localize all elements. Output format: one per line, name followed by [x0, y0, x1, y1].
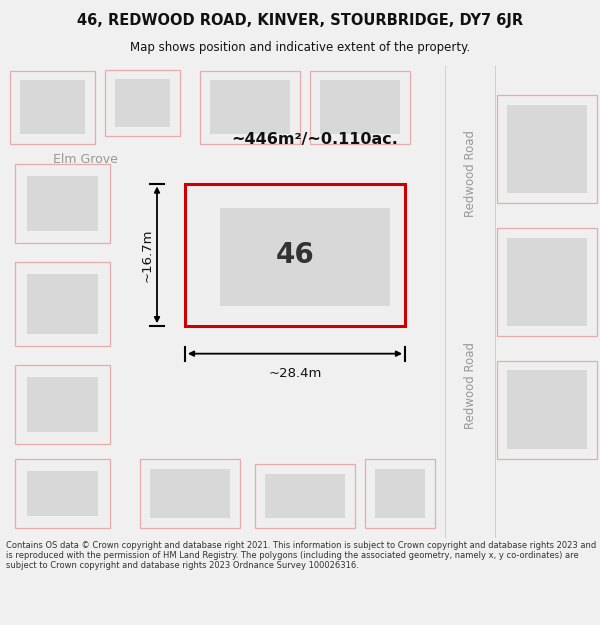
- Bar: [20, 81, 85, 134]
- Bar: [105, 69, 180, 136]
- Bar: [15, 164, 110, 242]
- Bar: [27, 471, 98, 516]
- Polygon shape: [0, 124, 200, 252]
- Bar: [140, 459, 240, 528]
- Bar: [185, 184, 405, 326]
- Text: ~446m²/~0.110ac.: ~446m²/~0.110ac.: [232, 132, 398, 147]
- Bar: [115, 79, 170, 127]
- Bar: [320, 81, 400, 134]
- Text: Redwood Road: Redwood Road: [464, 342, 476, 429]
- Bar: [497, 95, 597, 203]
- Bar: [150, 469, 230, 518]
- Text: Map shows position and indicative extent of the property.: Map shows position and indicative extent…: [130, 41, 470, 54]
- Text: ~16.7m: ~16.7m: [140, 228, 154, 282]
- Bar: [365, 459, 435, 528]
- Bar: [310, 71, 410, 144]
- Bar: [507, 371, 587, 449]
- Bar: [220, 208, 390, 306]
- Bar: [10, 71, 95, 144]
- Text: Elm Grove: Elm Grove: [53, 152, 118, 166]
- Text: 46: 46: [275, 241, 314, 269]
- Bar: [15, 262, 110, 346]
- Bar: [210, 81, 290, 134]
- Bar: [507, 105, 587, 193]
- Bar: [15, 366, 110, 444]
- Bar: [445, 66, 495, 538]
- Text: Redwood Road: Redwood Road: [464, 130, 476, 218]
- Bar: [497, 361, 597, 459]
- Bar: [507, 238, 587, 326]
- Bar: [15, 459, 110, 528]
- Text: Contains OS data © Crown copyright and database right 2021. This information is : Contains OS data © Crown copyright and d…: [6, 541, 596, 571]
- Bar: [497, 228, 597, 336]
- Bar: [27, 378, 98, 432]
- Bar: [255, 464, 355, 528]
- Text: ~28.4m: ~28.4m: [268, 368, 322, 381]
- Bar: [265, 474, 345, 518]
- Bar: [375, 469, 425, 518]
- Bar: [200, 71, 300, 144]
- Bar: [27, 274, 98, 334]
- Bar: [27, 176, 98, 231]
- Text: 46, REDWOOD ROAD, KINVER, STOURBRIDGE, DY7 6JR: 46, REDWOOD ROAD, KINVER, STOURBRIDGE, D…: [77, 14, 523, 29]
